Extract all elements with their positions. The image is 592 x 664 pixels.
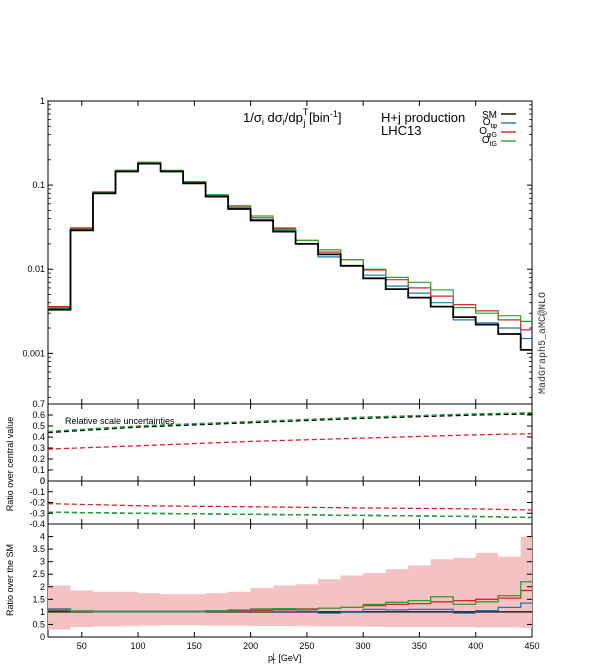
hist-sm [48, 162, 532, 351]
top-ytick-label: 1 [40, 96, 45, 106]
ratio-ytick-label: 3.5 [32, 544, 45, 554]
xtick-label: 200 [243, 641, 258, 651]
xtick-label: 400 [468, 641, 483, 651]
scale-upper-ytick-label: 0.7 [32, 399, 45, 409]
ratio-ytick-label: 3 [40, 557, 45, 567]
ratio-ytick-label: 2 [40, 582, 45, 592]
ratio-ylabel: Ratio over the SM [5, 544, 15, 616]
scale-ylabel: Ratio over central value [5, 417, 15, 512]
legend-label-ophig: OφG [479, 126, 497, 139]
scale-upper-sm [47, 413, 533, 434]
legend-label-otg: OtG [482, 135, 497, 148]
top-ytick-label: 0.001 [22, 348, 45, 358]
main-histogram-layer [48, 161, 532, 351]
scale-lower-layer [47, 502, 533, 519]
scale-upper-ytick-label: 0.3 [32, 443, 45, 453]
ratio-ytick-label: 2.5 [32, 569, 45, 579]
scale-lower-ytick-label: -0.4 [29, 519, 45, 529]
xtick-label: 250 [299, 641, 314, 651]
xtick-label: 350 [412, 641, 427, 651]
x-axis-label: pj T [GeV] [268, 652, 301, 664]
legend-label-sm: SM [482, 110, 497, 121]
scale-lower-ytick-label: -0.3 [29, 508, 45, 518]
scale-upper-otg [47, 412, 533, 433]
collider-label: LHC13 [381, 123, 421, 138]
xtick-label: 450 [524, 641, 539, 651]
scale-lower-ytick-label: -0.1 [29, 487, 45, 497]
ratio-uncertainty-band [48, 536, 532, 630]
legend-label-otphi: Otφ [483, 117, 498, 130]
main-title: 1/σi dσi/dpT j [bin-1] [243, 107, 342, 128]
uncertainty-band-layer [48, 536, 532, 630]
ratio-ytick-label: 0.5 [32, 619, 45, 629]
scale-upper-layer [47, 412, 533, 450]
scale-upper-ytick-label: 0.1 [32, 465, 45, 475]
scale-annotation: Relative scale uncertainties [65, 416, 175, 426]
xtick-label: 150 [187, 641, 202, 651]
legend: SM Otφ OφG OtG [479, 110, 516, 148]
ratio-ytick-label: 1.5 [32, 594, 45, 604]
ratio-ytick-label: 0 [40, 632, 45, 642]
xtick-label: 100 [131, 641, 146, 651]
xtick-label: 50 [77, 641, 87, 651]
top-ytick-label: 0.1 [32, 180, 45, 190]
ratio-ytick-label: 4 [40, 532, 45, 542]
generator-label: MadGraph5_aMC@NLO [537, 292, 549, 394]
scale-lower-otg [47, 511, 533, 519]
scale-upper-ytick-label: 0 [40, 476, 45, 486]
ratio-otphi [48, 602, 532, 614]
scale-lower-ophig [47, 502, 533, 511]
process-label: H+j production [381, 110, 465, 125]
tick-layer: 10.10.010.0010.70.60.50.40.30.20.100-0.1… [22, 96, 539, 651]
scale-upper-ytick-label: 0.4 [32, 432, 45, 442]
scale-upper-ytick-label: 0.6 [32, 410, 45, 420]
scale-upper-ytick-label: 0.5 [32, 421, 45, 431]
ratio-otg [48, 581, 532, 612]
ratio-ytick-label: 1 [40, 607, 45, 617]
scale-upper-ophig [47, 433, 533, 450]
scale-upper-ytick-label: 0.2 [32, 454, 45, 464]
xtick-label: 300 [356, 641, 371, 651]
scale-lower-ytick-label: -0.2 [29, 498, 45, 508]
top-ytick-label: 0.01 [27, 264, 45, 274]
scale-lower-ytick-label: 0 [40, 476, 45, 486]
ratio-layer [48, 581, 532, 614]
